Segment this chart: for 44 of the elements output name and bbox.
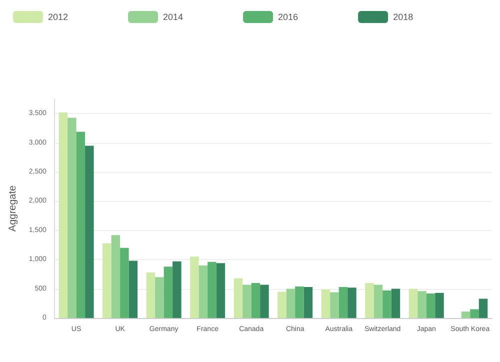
bar — [120, 248, 129, 318]
bar — [321, 289, 330, 318]
bar — [190, 256, 199, 318]
y-axis-title: Aggregate — [8, 184, 18, 232]
bar — [260, 284, 269, 318]
bar — [111, 235, 120, 318]
bar — [418, 291, 426, 318]
legend-label: 2018 — [393, 12, 414, 22]
bar — [304, 287, 313, 318]
bar — [435, 292, 444, 318]
bar — [426, 293, 436, 318]
bar — [85, 146, 94, 318]
bar — [391, 288, 400, 318]
bar — [76, 132, 86, 318]
bar — [365, 282, 374, 318]
legend-label: 2014 — [163, 12, 184, 22]
bar — [408, 288, 418, 318]
bar — [348, 288, 356, 318]
bar — [478, 298, 488, 318]
bar — [198, 265, 208, 318]
bar — [208, 262, 216, 318]
bar — [470, 309, 479, 318]
bar — [58, 112, 68, 318]
bar — [216, 263, 226, 318]
bar — [374, 284, 383, 318]
bar — [164, 266, 173, 318]
bar — [295, 286, 304, 318]
legend-label: 2012 — [48, 12, 68, 22]
bar — [251, 282, 260, 318]
bar — [330, 292, 339, 318]
bar — [68, 118, 76, 318]
bar — [234, 278, 243, 318]
bar — [155, 277, 164, 318]
bar — [172, 261, 182, 318]
bar — [242, 284, 252, 318]
bar — [102, 243, 112, 318]
bar — [338, 287, 348, 318]
legend-label: 2016 — [278, 12, 298, 22]
bar — [278, 292, 286, 318]
bar — [286, 288, 296, 318]
bar — [382, 290, 392, 318]
bar — [461, 312, 470, 318]
bar — [128, 260, 138, 318]
bar — [146, 272, 156, 318]
